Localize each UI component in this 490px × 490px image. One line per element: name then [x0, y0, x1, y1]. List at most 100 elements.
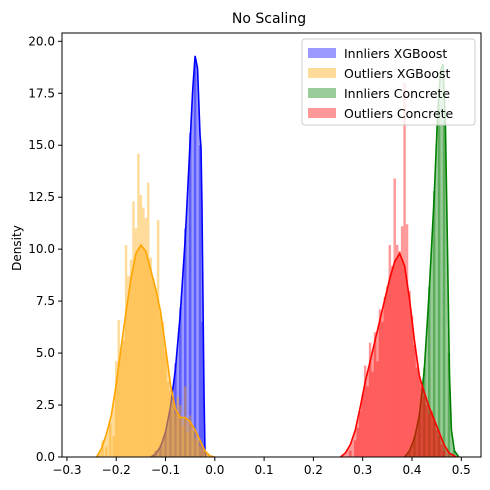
x-tick-label: −0.3 [52, 463, 81, 477]
x-tick-label: −0.1 [151, 463, 180, 477]
y-tick-label: 7.5 [36, 294, 55, 308]
outliers-concrete-hist-bar [432, 421, 436, 457]
axes-frame [61, 32, 482, 458]
outliers-concrete-hist-bar [363, 365, 367, 457]
outliers-xgboost-hist-bar [151, 278, 155, 457]
legend-label-innliers-concrete: Innliers Concrete [344, 86, 450, 101]
chart-title: No Scaling [232, 11, 306, 27]
outliers-xgboost-hist-bar [188, 415, 192, 457]
outliers-xgboost-hist-bar [101, 440, 104, 457]
outliers-xgboost-hist-bar [97, 452, 101, 457]
outliers-concrete-hist-bar [395, 245, 399, 457]
x-tick-label: 0.0 [205, 463, 224, 477]
outliers-concrete-kde-area [340, 253, 457, 457]
x-tick-label: 0.3 [353, 463, 372, 477]
innliers-concrete-hist-bar [423, 367, 426, 457]
outliers-xgboost-hist-bar [166, 382, 170, 457]
innliers-xgboost-hist-bar [164, 432, 167, 457]
outliers-concrete-series [339, 82, 457, 457]
outliers-xgboost-hist-bar [186, 432, 189, 457]
innliers-xgboost-hist-bar [159, 444, 162, 457]
outliers-concrete-hist-bar [373, 332, 377, 457]
outliers-xgboost-hist-bar [137, 153, 140, 457]
outliers-xgboost-hist-bar [156, 220, 160, 457]
outliers-concrete-hist-bar [378, 309, 382, 457]
outliers-xgboost-hist-bar [117, 319, 120, 457]
outliers-concrete-hist-bar [413, 344, 416, 457]
outliers-xgboost-hist-bar [206, 452, 209, 457]
outliers-concrete-hist-bar [376, 361, 379, 457]
outliers-xgboost-hist-bar [132, 201, 135, 457]
outliers-concrete-kde-line [339, 251, 457, 457]
outliers-xgboost-hist-bar [154, 288, 157, 457]
outliers-concrete-hist-bar [435, 429, 438, 457]
outliers-xgboost-hist-bar [147, 182, 150, 457]
outliers-concrete-hist-bar [361, 394, 364, 457]
outliers-xgboost-hist-bar [171, 402, 175, 457]
innliers-concrete-hist-bar [408, 450, 411, 457]
y-tick-label: 10.0 [28, 242, 55, 256]
y-tick-label: 2.5 [36, 398, 55, 412]
y-tick-label: 5.0 [36, 346, 55, 360]
axes: −0.3 −0.2 −0.1 0.0 0.1 0.2 0.3 0.4 0.5 0.0 2.5 5.0 7… [28, 32, 482, 477]
innliers-concrete-hist-bar [437, 103, 441, 457]
outliers-concrete-hist-bar [393, 178, 396, 457]
outliers-xgboost-hist-bar [179, 405, 182, 457]
outliers-xgboost-hist-bar [122, 340, 125, 457]
innliers-concrete-hist-bar [442, 120, 446, 457]
outliers-concrete-hist-bar [356, 427, 359, 457]
x-tick-label: 0.5 [452, 463, 471, 477]
outliers-concrete-hist-bar [388, 245, 392, 457]
outliers-xgboost-hist-bar [142, 207, 145, 457]
outliers-xgboost-hist-bar [129, 259, 133, 457]
x-tick-label: 0.1 [255, 463, 274, 477]
outliers-xgboost-hist-bar [181, 425, 185, 457]
legend-swatch-innliers-concrete [308, 88, 336, 98]
innliers-xgboost-kde-line [150, 55, 207, 457]
legend-label-outliers-concrete: Outliers Concrete [344, 106, 454, 121]
legend: Innliers XGBoost Outliers XGBoost Innliers… [301, 38, 476, 126]
outliers-xgboost-hist-bar [139, 195, 143, 457]
outliers-xgboost-hist-bar [134, 228, 138, 457]
outliers-concrete-hist-bar [428, 413, 431, 457]
outliers-xgboost-hist-bar [149, 257, 152, 457]
legend-label-innliers-xgboost: Innliers XGBoost [344, 46, 447, 61]
outliers-xgboost-hist-bar [164, 351, 167, 457]
legend-swatch-outliers-xgboost [308, 68, 336, 78]
outliers-xgboost-hist-bar [169, 390, 172, 457]
innliers-xgboost-hist-bar [198, 145, 202, 457]
innliers-concrete-hist-bar [418, 413, 421, 457]
innliers-xgboost-kde-area [150, 55, 206, 457]
innliers-xgboost-hist-bar [179, 307, 182, 457]
outliers-concrete-hist-bar [391, 265, 394, 457]
legend-swatch-innliers-xgboost [308, 48, 336, 58]
outliers-concrete-hist-bar [410, 315, 414, 457]
outliers-xgboost-hist-bar [112, 436, 115, 457]
innliers-concrete-hist-bar [447, 353, 451, 457]
innliers-concrete-hist-bar [428, 286, 431, 457]
outliers-xgboost-hist-bar [124, 245, 128, 457]
x-tick-label: −0.2 [102, 463, 131, 477]
outliers-xgboost-hist-bar [144, 217, 148, 457]
outliers-concrete-hist-bar [383, 296, 387, 457]
outliers-xgboost-hist-bar [193, 438, 197, 457]
outliers-concrete-hist-bar [400, 226, 404, 457]
innliers-concrete-hist-bar [452, 450, 456, 457]
outliers-concrete-hist-bar [405, 224, 409, 457]
y-tick-label: 0.0 [36, 450, 55, 464]
outliers-concrete-hist-bar [371, 371, 374, 457]
outliers-concrete-hist-bar [349, 450, 352, 457]
outliers-concrete-hist-bar [430, 411, 433, 457]
outliers-xgboost-hist-bar [109, 423, 112, 457]
innliers-xgboost-series [150, 55, 207, 457]
outliers-xgboost-hist-bar [184, 386, 187, 457]
y-tick-label: 12.5 [28, 190, 55, 204]
outliers-concrete-hist-bar [440, 444, 443, 457]
outliers-xgboost-kde-area [96, 245, 215, 457]
outliers-concrete-hist-bar [442, 450, 446, 457]
y-tick-label: 15.0 [28, 138, 55, 152]
outliers-concrete-hist-bar [381, 321, 384, 457]
outliers-xgboost-hist-bar [174, 413, 177, 457]
innliers-xgboost-hist-bar [193, 62, 197, 457]
